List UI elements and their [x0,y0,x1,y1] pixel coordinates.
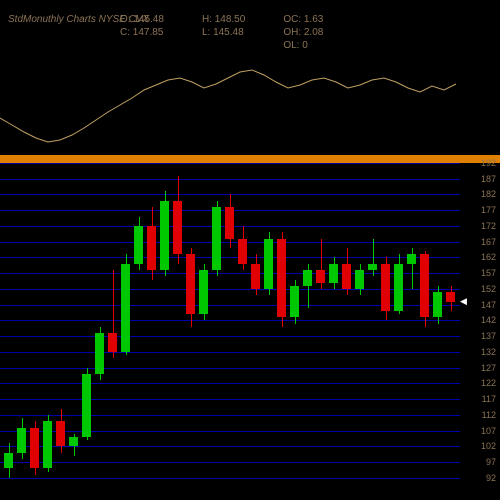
price-axis: 1921871821771721671621571521471421371321… [460,163,500,500]
y-tick-label: 92 [486,473,496,483]
ohlc-h-val: 148.50 [215,14,246,25]
candle-body [290,286,299,317]
candle-body [277,239,286,318]
candle-body [329,264,338,283]
candle-wick [373,239,374,277]
ohlc-c: C: 147.85 [120,27,164,38]
current-price-marker: ◀ [460,297,467,306]
ohlc-oh-val: 2.08 [304,27,323,38]
candle-body [108,333,117,352]
y-tick-label: 182 [481,189,496,199]
candle-body [264,239,273,289]
candle-body [355,270,364,289]
candle-body [17,428,26,453]
ohlc-o-val: 145.48 [133,14,164,25]
y-tick-label: 157 [481,268,496,278]
gridline [0,273,460,274]
candle-body [394,264,403,311]
candle-body [121,264,130,352]
ohlc-o: O: 145.48 [120,14,164,25]
candle-body [303,270,312,286]
y-tick-label: 117 [482,394,496,404]
y-tick-label: 142 [481,315,496,325]
candle-body [147,226,156,270]
gridline [0,368,460,369]
y-tick-label: 192 [481,158,496,168]
ohlc-c-val: 147.85 [133,27,164,38]
chart-separator [0,155,500,163]
candle-body [82,374,91,437]
y-tick-label: 107 [481,426,496,436]
ohlc-oh: OH: 2.08 [283,27,323,38]
candle-body [56,421,65,446]
candle-body [446,292,455,301]
gridline [0,257,460,258]
candle-body [238,239,247,264]
gridline [0,415,460,416]
y-tick-label: 152 [481,284,496,294]
candle-body [134,226,143,264]
candle-body [43,421,52,468]
y-tick-label: 147 [481,300,496,310]
y-tick-label: 122 [481,378,496,388]
y-tick-label: 127 [481,363,496,373]
ohlc-h: H: 148.50 [202,14,245,25]
gridline [0,179,460,180]
candle-body [407,254,416,263]
gridline [0,352,460,353]
ohlc-oc-val: 1.63 [304,14,323,25]
y-tick-label: 137 [481,331,496,341]
y-tick-label: 177 [481,205,496,215]
candle-body [381,264,390,311]
candle-body [433,292,442,317]
y-tick-label: 172 [481,221,496,231]
lower-candlestick-chart: 1921871821771721671621571521471421371321… [0,163,500,500]
candle-body [212,207,221,270]
y-tick-label: 187 [481,174,496,184]
gridline [0,289,460,290]
y-tick-label: 102 [481,441,496,451]
gridline [0,305,460,306]
ohlc-l: L: 145.48 [202,27,245,38]
gridline [0,336,460,337]
candle-body [173,201,182,255]
gridline [0,399,460,400]
candle-body [186,254,195,314]
gridline [0,462,460,463]
gridline [0,383,460,384]
y-tick-label: 112 [482,410,496,420]
candle-body [368,264,377,270]
candle-body [225,207,234,238]
gridline [0,163,460,164]
candle-body [160,201,169,270]
candle-body [95,333,104,374]
ohlc-oc: OC: 1.63 [283,14,323,25]
y-tick-label: 167 [481,237,496,247]
candle-body [199,270,208,314]
candle-body [251,264,260,289]
candle-body [30,428,39,469]
gridline [0,431,460,432]
y-tick-label: 162 [481,252,496,262]
ohlc-l-val: 145.48 [213,27,244,38]
candle-body [69,437,78,446]
candle-body [4,453,13,469]
gridline [0,320,460,321]
gridline [0,446,460,447]
candle-body [420,254,429,317]
y-tick-label: 132 [481,347,496,357]
y-tick-label: 97 [486,457,496,467]
gridline [0,478,460,479]
upper-line-chart [0,40,460,150]
chart-container: StdMonuthly Charts NYSE CVX O: 145.48 H:… [0,0,500,500]
candle-body [316,270,325,283]
candle-body [342,264,351,289]
